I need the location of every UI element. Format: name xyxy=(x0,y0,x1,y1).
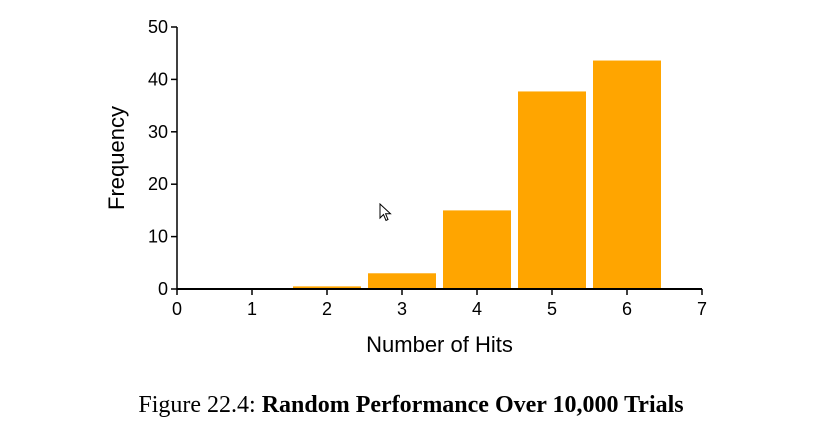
x-tick-label-5: 5 xyxy=(547,299,557,319)
y-axis-title: Frequency xyxy=(104,106,129,210)
y-tick-label-20: 20 xyxy=(148,174,168,194)
mouse-cursor-icon xyxy=(379,203,392,222)
y-tick-label-30: 30 xyxy=(148,122,168,142)
bar-6 xyxy=(593,60,661,290)
x-tick-label-6: 6 xyxy=(622,299,632,319)
x-tick-label-2: 2 xyxy=(322,299,332,319)
bar-5 xyxy=(518,91,586,290)
y-tick-label-50: 50 xyxy=(148,17,168,37)
x-tick-label-3: 3 xyxy=(397,299,407,319)
bar-2 xyxy=(293,286,361,289)
caption-title: Random Performance Over 10,000 Trials xyxy=(261,392,684,418)
bar-3 xyxy=(368,273,436,289)
bars xyxy=(293,60,661,290)
x-axis-title: Number of Hits xyxy=(366,332,513,357)
bar-4 xyxy=(443,210,511,289)
x-tick-label-7: 7 xyxy=(697,299,707,319)
x-tick-label-0: 0 xyxy=(172,299,182,319)
x-tick-label-4: 4 xyxy=(472,299,482,319)
x-tick-label-1: 1 xyxy=(247,299,257,319)
caption-prefix: Figure 22.4: xyxy=(138,392,256,418)
chart: 0 10 20 30 40 50 0 1 2 3 4 5 6 7 Number of Hits Frequ… xyxy=(104,17,707,357)
y-tick-label-40: 40 xyxy=(148,69,168,89)
figure-caption: Figure 22.4: Random Performance Over 10,… xyxy=(0,392,822,419)
y-tick-label-10: 10 xyxy=(148,227,168,247)
axes: 0 10 20 30 40 50 0 1 2 3 4 5 6 7 xyxy=(148,17,707,319)
y-tick-label-0: 0 xyxy=(158,279,168,299)
